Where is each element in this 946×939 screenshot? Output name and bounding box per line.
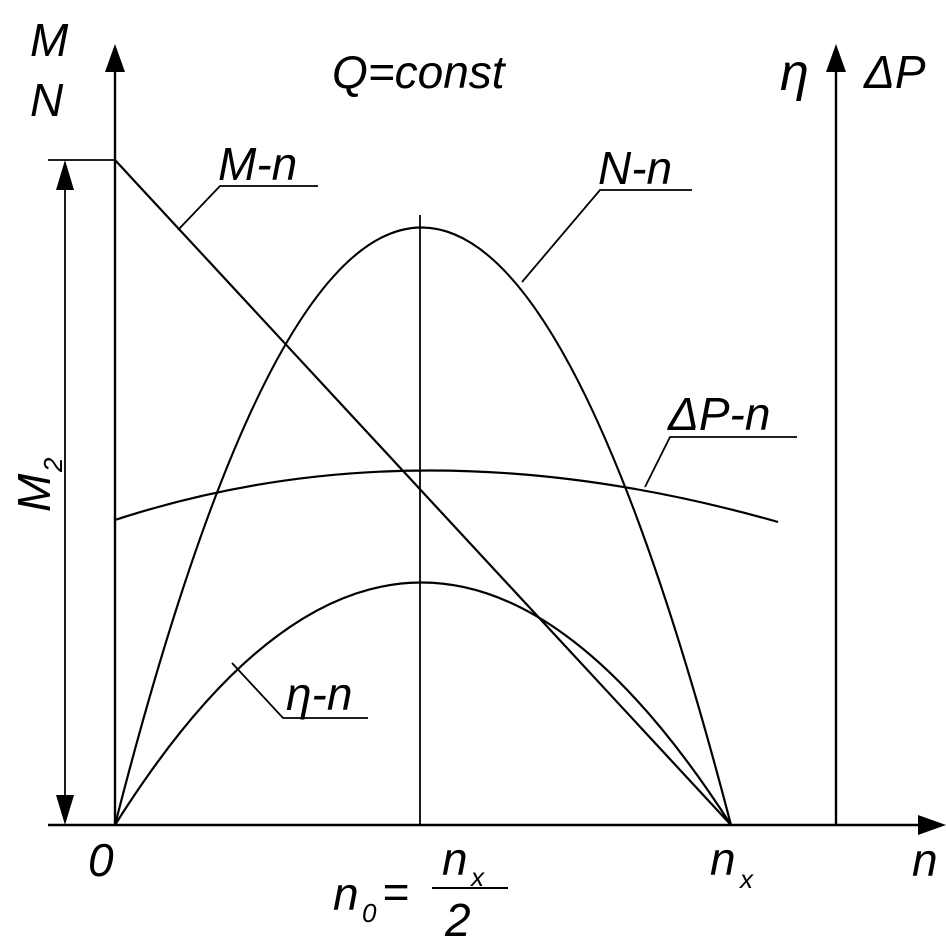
- origin-label: 0: [88, 834, 114, 886]
- dp-n-leader: [644, 436, 797, 488]
- m2-bottom-arrow: [56, 795, 74, 825]
- n0-numerator-main: n: [442, 833, 468, 885]
- m2-label: M 2: [8, 457, 68, 512]
- axis-label-m: M: [30, 14, 69, 66]
- nx-axis-label: n x: [710, 833, 754, 894]
- m-n-curve: [114, 159, 732, 826]
- x-axis-label: n: [912, 834, 938, 886]
- leaders: [177, 185, 797, 719]
- m-n-label: M-n: [218, 138, 297, 190]
- m2-label-main: M: [8, 473, 60, 512]
- n0-lhs-sub: 0: [362, 898, 377, 928]
- dp-n-label: ΔP-n: [667, 388, 770, 440]
- axis-label-dp: ΔP: [863, 46, 926, 98]
- right-y-axis-arrow: [826, 44, 846, 72]
- n0-numerator-sub: x: [469, 862, 485, 892]
- n0-formula: n 0 = n x 2: [333, 833, 508, 939]
- n-n-leader: [521, 189, 692, 283]
- n0-denominator: 2: [444, 894, 471, 939]
- n-n-curve: [113, 226, 733, 826]
- left-y-axis-arrow: [105, 44, 125, 72]
- m-n-leader: [177, 185, 318, 231]
- n0-lhs-main: n: [333, 868, 359, 920]
- eta-n-leader: [231, 662, 368, 719]
- eta-n-label: η-n: [286, 668, 352, 720]
- nx-label-sub: x: [738, 864, 754, 894]
- m2-dimension: [48, 159, 115, 825]
- eta-n-curve: [114, 581, 732, 826]
- dp-n-curve: [114, 469, 779, 524]
- axis-label-eta: η: [780, 44, 809, 102]
- m2-top-arrow: [56, 160, 74, 190]
- x-axis-arrow: [918, 815, 946, 835]
- curves: [113, 159, 779, 826]
- nx-label-main: n: [710, 833, 736, 885]
- axes: [48, 44, 946, 835]
- axis-label-n: N: [30, 74, 64, 126]
- n0-equals: =: [382, 866, 409, 918]
- n-n-label: N-n: [598, 142, 672, 194]
- diagram-title: Q=const: [332, 46, 507, 98]
- m2-label-sub: 2: [38, 457, 68, 473]
